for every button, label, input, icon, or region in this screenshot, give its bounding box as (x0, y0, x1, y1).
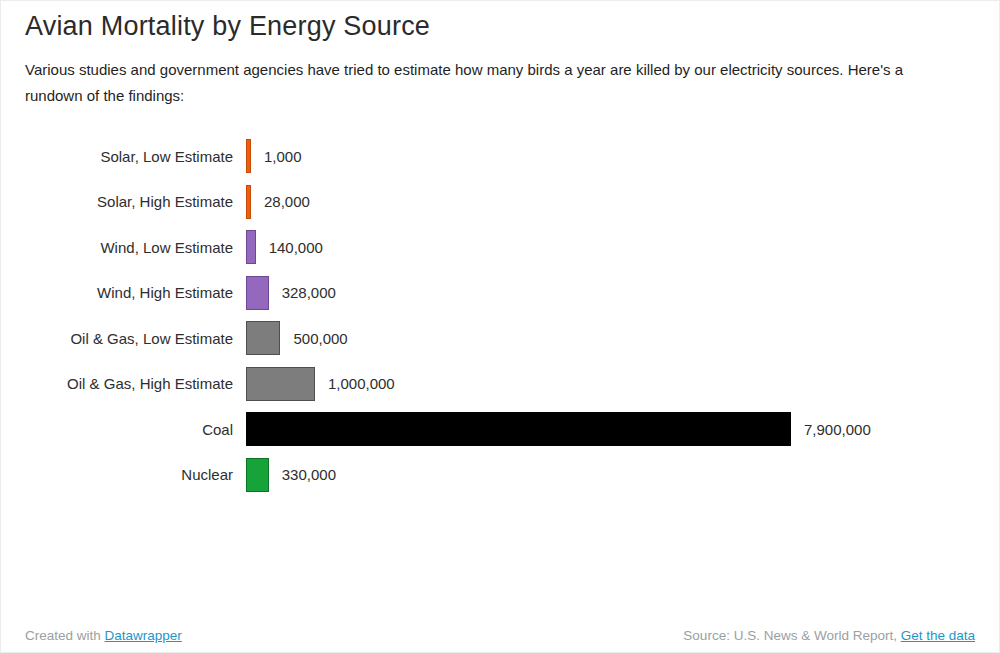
bar-chart: Solar, Low Estimate 1,000 Solar, High Esti… (25, 134, 975, 498)
category-label: Solar, High Estimate (25, 193, 246, 210)
category-label: Wind, Low Estimate (25, 239, 246, 256)
source-line: Source: U.S. News & World Report, Get th… (683, 628, 975, 643)
chart-row: Wind, High Estimate 328,000 (25, 270, 975, 316)
chart-row: Solar, Low Estimate 1,000 (25, 134, 975, 180)
bar[interactable] (246, 230, 256, 264)
created-with-text: Created with (25, 628, 105, 643)
value-label: 330,000 (282, 466, 336, 483)
value-label: 500,000 (293, 330, 347, 347)
get-the-data-link[interactable]: Get the data (901, 628, 975, 643)
source-text: Source: U.S. News & World Report, (683, 628, 900, 643)
bar[interactable] (246, 185, 251, 219)
bar[interactable] (246, 458, 269, 492)
bar[interactable] (246, 139, 251, 173)
chart-row: Oil & Gas, Low Estimate 500,000 (25, 316, 975, 362)
attribution: Created with Datawrapper (25, 628, 182, 643)
category-label: Coal (25, 421, 246, 438)
category-label: Nuclear (25, 466, 246, 483)
footer: Created with Datawrapper Source: U.S. Ne… (25, 628, 975, 643)
chart-row: Oil & Gas, High Estimate 1,000,000 (25, 361, 975, 407)
bar[interactable] (246, 367, 315, 401)
category-label: Solar, Low Estimate (25, 148, 246, 165)
chart-row: Wind, Low Estimate 140,000 (25, 225, 975, 271)
category-label: Oil & Gas, Low Estimate (25, 330, 246, 347)
datawrapper-link[interactable]: Datawrapper (105, 628, 182, 643)
value-label: 7,900,000 (804, 421, 871, 438)
chart-row: Coal 7,900,000 (25, 407, 975, 453)
chart-description: Various studies and government agencies … (25, 57, 925, 110)
chart-row: Nuclear 330,000 (25, 452, 975, 498)
chart-card: Avian Mortality by Energy Source Various… (1, 1, 999, 498)
chart-row: Solar, High Estimate 28,000 (25, 179, 975, 225)
value-label: 1,000 (264, 148, 302, 165)
bar[interactable] (246, 321, 280, 355)
category-label: Wind, High Estimate (25, 284, 246, 301)
bar[interactable] (246, 412, 791, 446)
value-label: 140,000 (269, 239, 323, 256)
category-label: Oil & Gas, High Estimate (25, 375, 246, 392)
value-label: 1,000,000 (328, 375, 395, 392)
page-title: Avian Mortality by Energy Source (25, 11, 975, 42)
value-label: 328,000 (282, 284, 336, 301)
value-label: 28,000 (264, 193, 310, 210)
bar[interactable] (246, 276, 269, 310)
